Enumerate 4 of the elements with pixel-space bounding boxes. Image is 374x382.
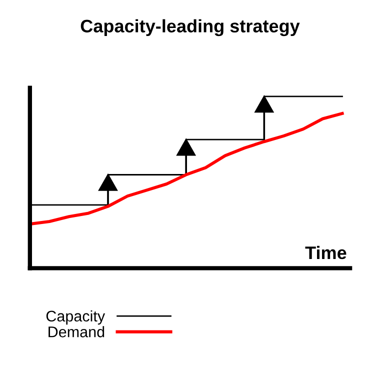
legend-label: Capacity (46, 310, 106, 325)
x-axis-title: Time (305, 246, 346, 260)
chart-title: Capacity-leading strategy (80, 19, 300, 36)
legend-label: Demand (48, 326, 104, 338)
